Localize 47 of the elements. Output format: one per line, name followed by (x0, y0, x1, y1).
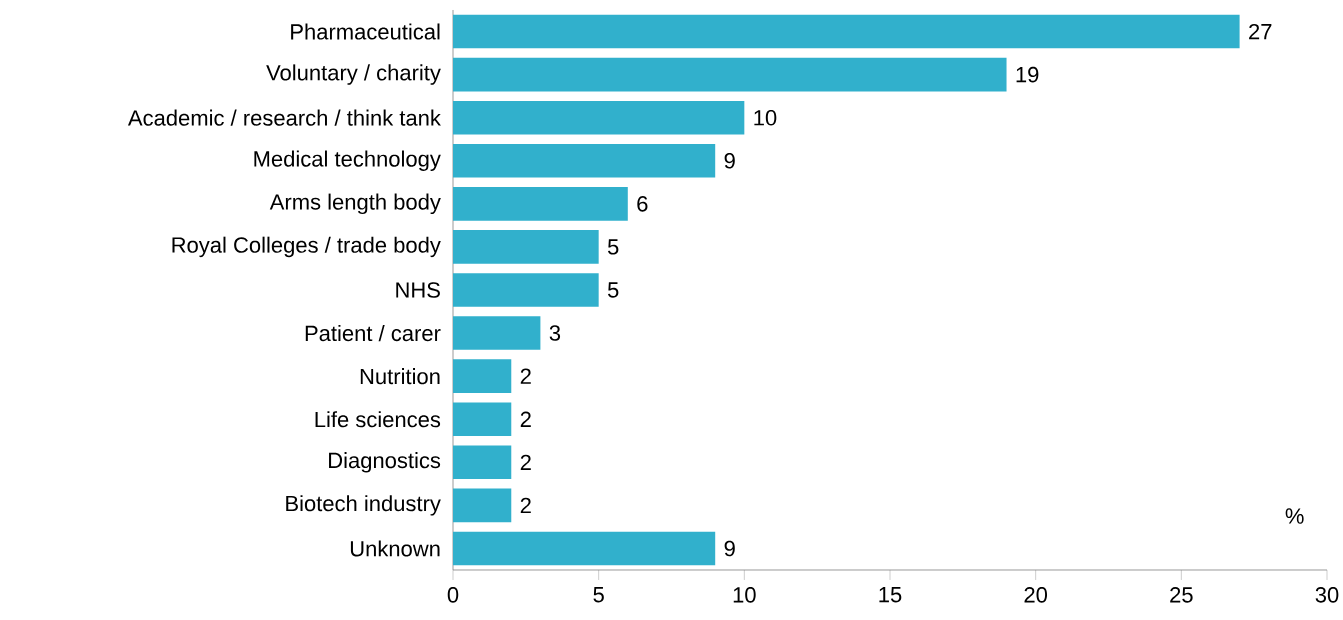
bar (453, 359, 512, 393)
data-label: 2 (520, 497, 531, 514)
x-tick-label: 25 (1170, 587, 1193, 603)
bar (453, 488, 512, 523)
data-label: 2 (520, 411, 531, 427)
data-label: 27 (1249, 23, 1272, 40)
bar (453, 100, 745, 135)
x-tick-label: 20 (1024, 587, 1048, 603)
bar (453, 402, 512, 437)
y-tick-label: Life sciences (315, 411, 441, 428)
y-tick-label: Diagnostics (329, 452, 441, 473)
y-tick-label: Biotech industry (286, 495, 441, 516)
y-tick-label: Medical technology (254, 150, 441, 171)
bar (453, 14, 1240, 49)
bar (453, 187, 628, 221)
bar (453, 273, 599, 307)
data-label: 6 (637, 196, 648, 212)
bar (453, 531, 716, 566)
bar (453, 143, 716, 178)
bar (453, 57, 1007, 92)
data-label: 9 (724, 153, 735, 169)
y-tick-label: Arms length body (269, 193, 441, 215)
y-tick-label: Voluntary / charity (266, 64, 441, 85)
data-label: 3 (549, 325, 561, 341)
y-tick-label: Royal Colleges / trade body (172, 236, 441, 258)
y-tick-label: Pharmaceutical (291, 23, 440, 40)
y-tick-label: Patient / carer (305, 325, 441, 342)
data-label: 19 (1016, 66, 1039, 83)
data-label: 5 (607, 239, 619, 255)
x-axis-title: % (1285, 508, 1304, 524)
data-label: 5 (607, 282, 619, 298)
x-tick-label: 10 (733, 587, 756, 603)
bar (453, 316, 541, 350)
x-tick-label: 15 (879, 587, 902, 603)
y-tick-label: Academic / research / think tank (127, 109, 441, 126)
x-tick-label: 0 (447, 587, 459, 603)
data-label: 2 (520, 368, 531, 384)
x-tick-label: 30 (1315, 587, 1339, 603)
y-tick-label: NHS (396, 282, 440, 298)
bar (453, 230, 599, 264)
bar (453, 445, 512, 480)
data-label: 2 (520, 454, 531, 470)
y-tick-label: Unknown (350, 540, 440, 557)
data-label: 10 (754, 109, 777, 126)
y-tick-label: Nutrition (360, 368, 440, 385)
x-tick-label: 5 (593, 587, 604, 603)
data-label: 9 (724, 540, 735, 557)
